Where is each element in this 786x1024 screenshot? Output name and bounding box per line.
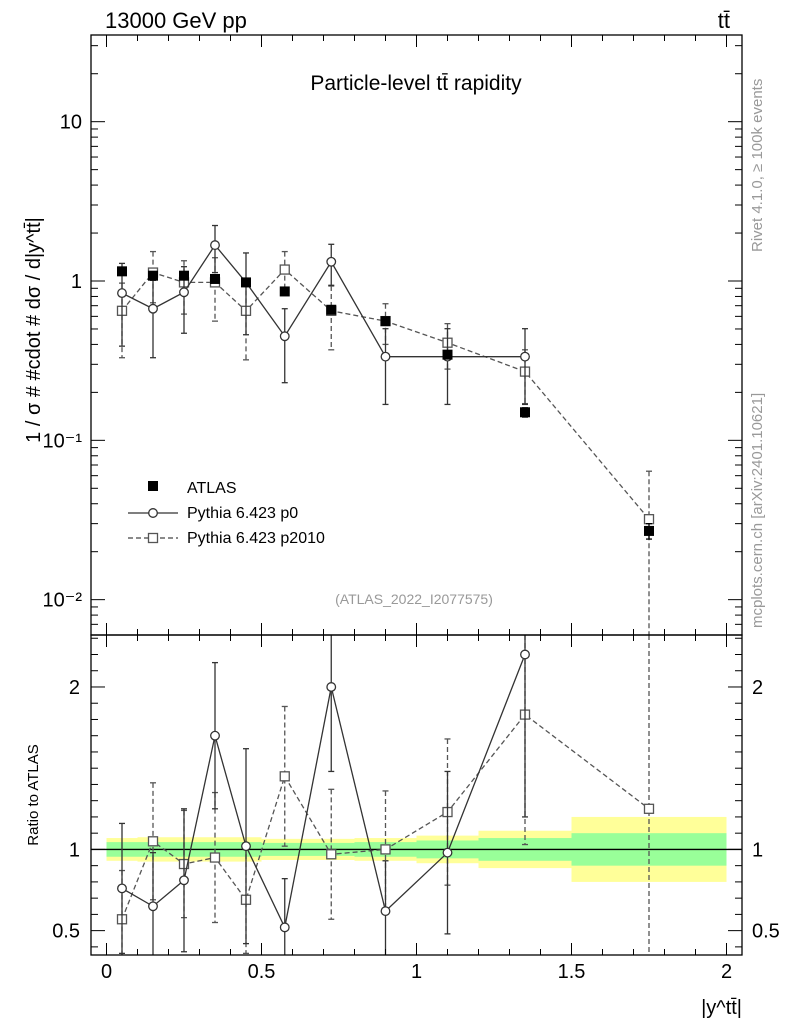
p0-point [210,240,220,251]
ratio-p0-point [117,883,127,894]
legend-p2010-marker [147,532,159,544]
atlas-point [442,349,453,360]
ratio-p0-point [442,847,453,858]
ratio-tick-label-right: 2 [752,677,763,699]
chart-title: Particle-level tt̄ rapidity [310,72,522,95]
ratio-p0-line [121,654,526,930]
ratio-tick-label-right: 1 [752,839,763,861]
ratio-tick-label-right: 0.5 [752,921,780,943]
ratio-p0-point [148,901,158,912]
p0-point [326,256,337,267]
p0-point [380,351,391,362]
x-axis-label: |y^tt̄| [701,997,742,1019]
ratio-p2010-point [209,852,221,863]
ratio-p0-point [520,649,530,660]
ratio-p2010-line [121,713,650,920]
atlas-point [241,277,251,288]
ratio-p0-point [210,730,220,741]
atlas-point [380,316,391,327]
atlas-point [117,266,127,277]
p0-line [121,244,525,358]
legend: ATLAS Pythia 6.423 p0 Pythia 6.423 p2010 [128,480,325,547]
legend-atlas-label: ATLAS [187,480,237,497]
x-tick-label: 1 [411,961,422,983]
p2010-point [643,514,655,525]
y-tick-label: 1 [71,271,82,293]
ratio-tick-label-left: 1 [69,839,80,861]
atlas-point [520,407,530,418]
ratio-p0-point [241,841,251,852]
legend-p0-marker [148,508,158,518]
x-tick-label: 0.5 [248,961,276,983]
y-tick-label: 10⁻² [43,590,83,612]
legend-atlas-marker [148,481,158,491]
legend-p2010-label: Pythia 6.423 p2010 [187,530,325,547]
ratio-tick-label-left: 0.5 [52,921,80,943]
p0-point [179,287,189,298]
p0-point [148,303,158,314]
x-tick-label: 0 [101,961,112,983]
ratio-p2010-point [380,844,391,855]
p2010-point [279,264,290,275]
atlas-point [279,286,290,297]
ratio-panel-frame [90,634,743,956]
atlas-point [179,270,189,281]
ratio-p0-point [326,682,337,692]
p0-point [279,331,290,342]
y-tick-label: 10⁻¹ [43,430,83,452]
rivet-version-label: Rivet 4.1.0, ≥ 100k events [749,79,766,252]
p0-point [520,351,530,362]
atlas-point [148,270,158,281]
mcplots-label: mcplots.cern.ch [arXiv:2401.10621] [749,393,766,628]
x-tick-label: 1.5 [558,961,586,983]
atlas-point [644,525,654,536]
header-energy: 13000 GeV pp [105,8,247,33]
y-tick-label: 10 [60,112,82,134]
header-process: tt̄ [718,8,730,33]
ratio-p2010-point [147,836,159,847]
ratio-y-axis-label: Ratio to ATLAS [25,744,42,845]
ratio-p0-point [179,875,189,886]
ratio-p2010-point [643,803,655,814]
p0-point [117,288,127,299]
atlas-point [210,273,220,284]
x-tick-label: 2 [721,961,732,983]
ratio-tick-label-left: 2 [69,677,80,699]
ratio-p2010-point [279,771,290,782]
legend-p0-label: Pythia 6.423 p0 [187,505,298,522]
analysis-tag: (ATLAS_2022_I2077575) [335,591,493,607]
atlas-point [326,304,337,315]
ratio-p0-point [279,922,290,933]
ratio-p0-point [380,906,391,917]
y-axis-label: 1 / σ # #cdot # dσ / d|y^tt̄| [23,217,45,443]
ratio-p2010-point [326,849,337,860]
